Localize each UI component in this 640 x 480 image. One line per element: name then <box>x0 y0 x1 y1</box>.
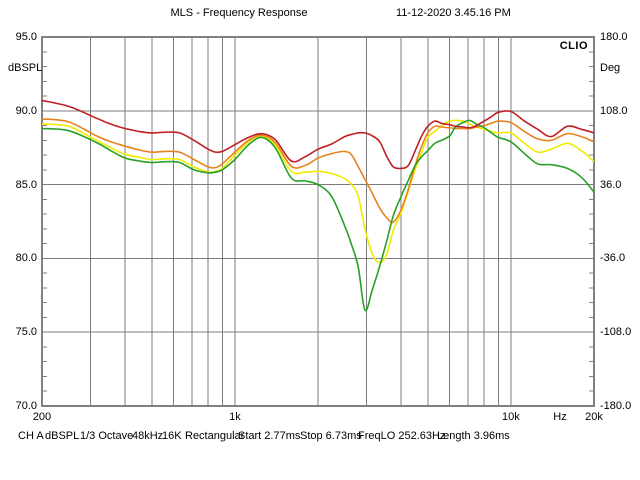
y-tick-label-left: 95.0 <box>15 31 37 43</box>
y-tick-label-left: 80.0 <box>15 252 37 265</box>
status-item: FreqLO 252.63Hz <box>358 430 446 442</box>
x-tick-label: 20k <box>585 411 603 423</box>
status-item: CH A <box>18 430 44 442</box>
y-tick-label-right: -108.0 <box>600 326 632 339</box>
x-tick-label: 1k <box>229 411 241 423</box>
clio-logo: CLIO <box>559 40 588 52</box>
x-tick-label: 200 <box>32 411 52 423</box>
y-tick-label-right: 180.0 <box>600 31 628 43</box>
status-item: Length 3.96ms <box>437 430 510 442</box>
y-tick-label-left: 90.0 <box>15 104 37 117</box>
y-axis-right-unit-label: Deg <box>600 62 621 74</box>
y-tick-label-right: 36.0 <box>600 178 622 191</box>
status-item: Rectangular <box>185 430 245 442</box>
status-item: 48kHz <box>132 430 164 442</box>
curve-orange <box>42 118 594 224</box>
curve-red <box>42 99 594 170</box>
curve-green <box>42 119 594 312</box>
status-item: 16K <box>162 430 182 442</box>
status-item: Stop 6.73ms <box>300 430 362 442</box>
status-item: Start 2.77ms <box>238 430 301 442</box>
y-tick-label-right: 108.0 <box>600 104 628 117</box>
y-tick-label-left: 70.0 <box>15 400 37 412</box>
y-tick-label-left: 85.0 <box>15 178 37 191</box>
y-axis-left-unit-label: dBSPL <box>8 62 43 74</box>
x-axis-unit-label: Hz <box>553 411 567 423</box>
x-tick-label: 10k <box>502 411 520 423</box>
y-tick-label-left: 75.0 <box>15 326 37 339</box>
y-tick-label-right: -36.0 <box>600 252 626 265</box>
status-item: 1/3 Octave <box>80 430 134 442</box>
plot-frame <box>41 36 595 407</box>
y-tick-label-right: -180.0 <box>600 400 632 412</box>
status-item: dBSPL <box>45 430 80 442</box>
timestamp: 11-12-2020 3.45.16 PM <box>396 7 511 19</box>
measurement-title: MLS - Frequency Response <box>170 7 308 19</box>
